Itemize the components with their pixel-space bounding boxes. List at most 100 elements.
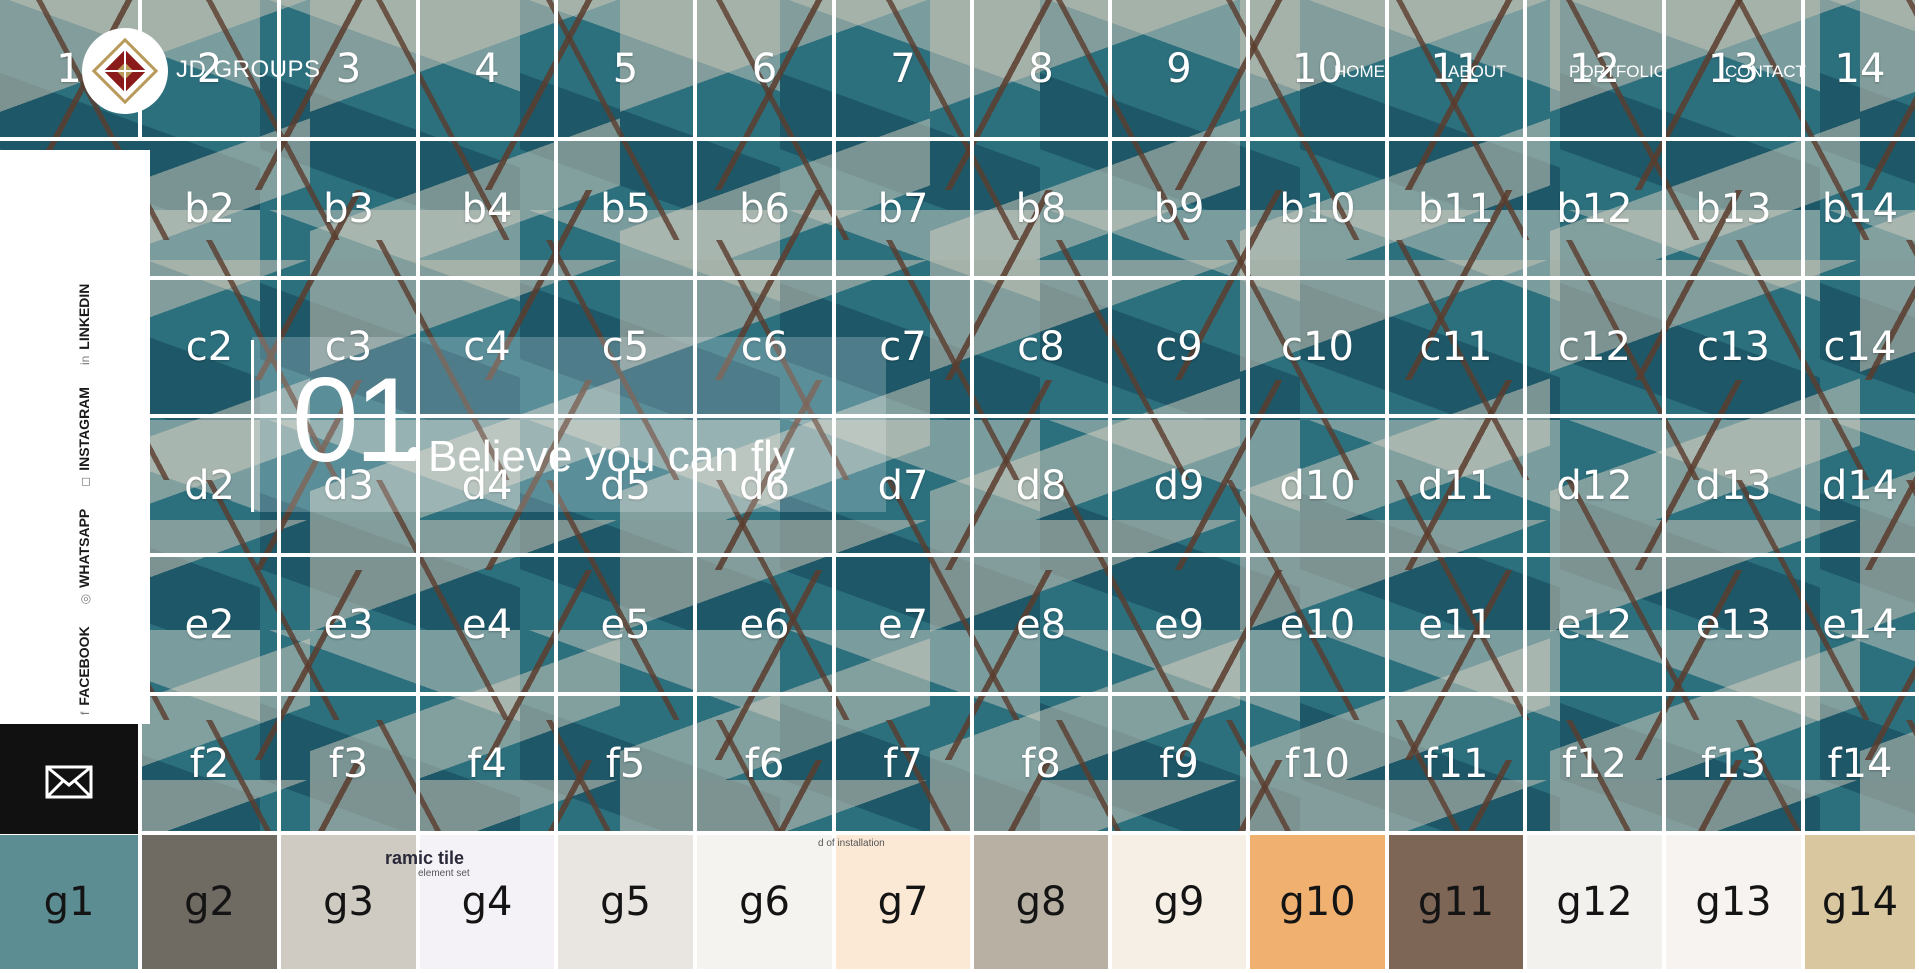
grid-cell-c10: c10	[1250, 280, 1389, 418]
nav-portfolio[interactable]: PORTFOLIO	[1569, 62, 1667, 81]
grid-cell-c11: c11	[1389, 280, 1527, 418]
grid-cell-b4: b4	[420, 141, 558, 280]
grid-cell-g8: g8	[974, 835, 1112, 973]
grid-cell-b5: b5	[558, 141, 697, 280]
thumbnail-image[interactable]	[1389, 835, 1527, 973]
social-linkedin-label: LINKEDIN	[76, 283, 92, 350]
grid-cell-g6: g6	[697, 835, 836, 973]
social-whatsapp[interactable]: ◎ WHATSAPP	[76, 509, 92, 605]
grid-cell-b2: b2	[142, 141, 281, 280]
thumbnail-image[interactable]	[1250, 835, 1389, 973]
nav-home[interactable]: HOME	[1334, 62, 1385, 81]
grid-cell-e8: e8	[974, 557, 1112, 696]
thumbnail-image[interactable]	[142, 835, 281, 973]
thumbnail-image[interactable]	[697, 835, 836, 973]
mail-button[interactable]	[0, 724, 138, 834]
grid-cell-f12: f12	[1527, 696, 1666, 835]
grid-cell-d8: d8	[974, 418, 1112, 557]
grid-cell-c13: c13	[1666, 280, 1805, 418]
social-facebook[interactable]: f FACEBOOK	[76, 626, 92, 715]
whatsapp-icon: ◎	[78, 593, 92, 605]
grid-cell-d14: d14	[1805, 418, 1919, 557]
grid-cell-c6: c6	[697, 280, 836, 418]
grid-cell-e5: e5	[558, 557, 697, 696]
grid-cell-e2: e2	[142, 557, 281, 696]
grid-cell-c8: c8	[974, 280, 1112, 418]
grid-cell-e11: e11	[1389, 557, 1527, 696]
grid-cell-f13: f13	[1666, 696, 1805, 835]
grid-cell-b14: b14	[1805, 141, 1919, 280]
grid-cell-d12: d12	[1527, 418, 1666, 557]
grid-cell-c2: c2	[142, 280, 281, 418]
nav-contact[interactable]: CONTACT	[1725, 62, 1806, 81]
brand-logo[interactable]	[82, 28, 168, 114]
grid-cell-e6: e6	[697, 557, 836, 696]
thumbnail-ceramic-subtitle: element set	[418, 868, 470, 879]
grid-cell-10: 10	[1250, 0, 1389, 141]
grid-cell-c14: c14	[1805, 280, 1919, 418]
grid-cell-b11: b11	[1389, 141, 1527, 280]
thumbnail-image[interactable]	[1666, 835, 1805, 973]
grid-cell-f8: f8	[974, 696, 1112, 835]
brand-name[interactable]: JD GROUPS	[176, 56, 321, 83]
grid-cell-c12: c12	[1527, 280, 1666, 418]
social-whatsapp-label: WHATSAPP	[76, 508, 92, 588]
grid-cell-d10: d10	[1250, 418, 1389, 557]
thumbnail-install-caption: d of installation	[818, 838, 885, 849]
grid-cell-g1: g1	[0, 835, 142, 973]
grid-cell-11: 11	[1389, 0, 1527, 141]
thumbnail-image[interactable]	[974, 835, 1112, 973]
grid-cell-14: 14	[1805, 0, 1919, 141]
grid-cell-f9: f9	[1112, 696, 1250, 835]
hero-divider	[251, 340, 254, 512]
grid-cell-b9: b9	[1112, 141, 1250, 280]
grid-cell-d7: d7	[836, 418, 974, 557]
grid-cell-d6: d6	[697, 418, 836, 557]
grid-cell-e7: e7	[836, 557, 974, 696]
grid-cell-g9: g9	[1112, 835, 1250, 973]
grid-cell-d3: d3	[281, 418, 420, 557]
grid-cell-g10: g10	[1250, 835, 1389, 973]
thumbnail-image[interactable]	[0, 835, 142, 973]
nav-about[interactable]: ABOUT	[1448, 62, 1507, 81]
thumbnail-image[interactable]	[1805, 835, 1919, 973]
grid-cell-e3: e3	[281, 557, 420, 696]
grid-cell-e14: e14	[1805, 557, 1919, 696]
grid-cell-e12: e12	[1527, 557, 1666, 696]
social-facebook-label: FACEBOOK	[76, 626, 92, 706]
grid-cell-g13: g13	[1666, 835, 1805, 973]
thumbnail-image[interactable]	[558, 835, 697, 973]
social-instagram[interactable]: ◻ INSTAGRAM	[76, 387, 92, 487]
instagram-icon: ◻	[78, 476, 92, 487]
social-instagram-label: INSTAGRAM	[76, 387, 92, 471]
grid-cell-b13: b13	[1666, 141, 1805, 280]
grid-cell-b7: b7	[836, 141, 974, 280]
grid-cell-f14: f14	[1805, 696, 1919, 835]
grid-cell-4: 4	[420, 0, 558, 141]
grid-cell-g4: g4	[420, 835, 558, 973]
grid-cell-d4: d4	[420, 418, 558, 557]
grid-cell-e4: e4	[420, 557, 558, 696]
grid-cell-13: 13	[1666, 0, 1805, 141]
grid-cell-b12: b12	[1527, 141, 1666, 280]
grid-cell-c4: c4	[420, 280, 558, 418]
hero-caption-panel	[252, 337, 886, 512]
thumbnail-image[interactable]	[420, 835, 558, 973]
grid-cell-d13: d13	[1666, 418, 1805, 557]
grid-cell-8: 8	[974, 0, 1112, 141]
grid-cell-g5: g5	[558, 835, 697, 973]
grid-cell-c7: c7	[836, 280, 974, 418]
thumbnail-image[interactable]	[1527, 835, 1666, 973]
grid-cell-g7: g7	[836, 835, 974, 973]
thumbnail-image[interactable]	[281, 835, 420, 973]
social-linkedin[interactable]: in LINKEDIN	[76, 284, 92, 365]
grid-cell-g14: g14	[1805, 835, 1919, 973]
hero-slide-number: 01	[292, 353, 421, 487]
grid-cell-5: 5	[558, 0, 697, 141]
grid-cell-f3: f3	[281, 696, 420, 835]
thumbnail-image[interactable]	[836, 835, 974, 973]
grid-cell-6: 6	[697, 0, 836, 141]
grid-cell-c5: c5	[558, 280, 697, 418]
grid-cell-g2: g2	[142, 835, 281, 973]
thumbnail-image[interactable]	[1112, 835, 1250, 973]
